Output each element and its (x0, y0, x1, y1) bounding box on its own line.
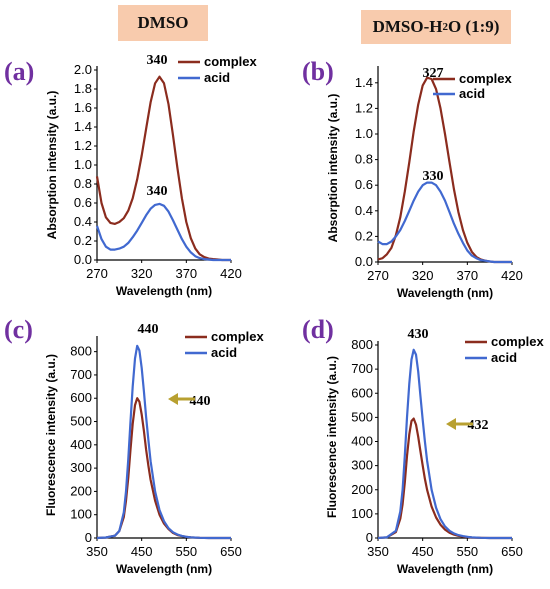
panel-a-x-axis-label: Wavelength (nm) (116, 284, 212, 298)
panel-b-peak-annotation: 330 (423, 169, 444, 184)
panel-c-y-tick-label: 600 (70, 390, 92, 405)
panel-c-x-tick-label: 450 (131, 544, 153, 559)
panel-a-y-tick-label: 1.2 (74, 138, 92, 153)
panel-d-y-tick-label: 300 (351, 458, 373, 473)
panel-c-x-tick-label: 550 (175, 544, 197, 559)
panel-a-series-acid (95, 202, 231, 262)
panel-d-y-tick-label: 0 (366, 530, 373, 545)
panel-b-legend-label-acid: acid (459, 86, 485, 101)
panel-d-x-tick-label: 450 (412, 544, 434, 559)
panel-d-x-tick-label: 650 (501, 544, 523, 559)
panel-c-y-tick-label: 200 (70, 483, 92, 498)
panel-c-arrow-head (168, 393, 178, 405)
panel-c-y-axis-label: Fluorescence intensity (a.u.) (44, 354, 58, 516)
panel-c-legend-label-complex: complex (211, 329, 265, 344)
panel-c-y-tick-label: 800 (70, 344, 92, 359)
panel-c-x-tick-label: 350 (86, 544, 108, 559)
panel-c-y-tick-label: 0 (85, 530, 92, 545)
panel-c-x-tick-label: 650 (220, 544, 242, 559)
panel-d-y-tick-label: 700 (351, 361, 373, 376)
header-dmso-text: DMSO (137, 13, 189, 32)
panel-c-series-acid (96, 344, 231, 540)
panel-d-x-tick-label: 350 (367, 544, 389, 559)
panel-b-x-tick-label: 270 (367, 268, 389, 283)
panel-a-y-tick-label: 0.2 (74, 233, 92, 248)
panel-a-y-tick-label: 0.4 (74, 214, 92, 229)
panel-a-x-tick-label: 270 (86, 266, 108, 281)
panel-b-x-tick-label: 370 (456, 268, 478, 283)
panel-a-y-tick-label: 1.4 (74, 119, 92, 134)
panel-b-y-tick-label: 1.2 (355, 100, 373, 115)
panel-a-y-axis-label: Absorption intensity (a.u.) (45, 91, 59, 240)
panel-b-y-tick-label: 1.0 (355, 126, 373, 141)
panel-c-peak-annotation: 440 (138, 322, 159, 337)
panel-b-x-axis-label: Wavelength (nm) (397, 286, 493, 300)
panel-b-y-tick-label: 0.0 (355, 254, 373, 269)
panel-a-legend-label-complex: complex (204, 54, 258, 69)
panel-d-y-tick-label: 200 (351, 482, 373, 497)
panel-c-legend-label-acid: acid (211, 345, 237, 360)
panel-b-y-tick-label: 0.2 (355, 228, 373, 243)
panel-a-peak-annotation: 340 (147, 53, 168, 68)
header-dmso: DMSO (118, 5, 208, 41)
panel-c-label: (c) (4, 315, 33, 344)
panel-c-y-tick-label: 700 (70, 367, 92, 382)
panel-a-label: (a) (4, 57, 34, 86)
panel-d-legend-label-complex: complex (491, 334, 545, 349)
header-dmso-h2o: DMSO-H 2 O (1:9) (361, 10, 511, 44)
panel-a-x-tick-label: 370 (175, 266, 197, 281)
panel-a-x-tick-label: 320 (131, 266, 153, 281)
panel-a-y-tick-label: 0.8 (74, 176, 92, 191)
panel-b-y-tick-label: 0.6 (355, 177, 373, 192)
panel-c-y-tick-label: 100 (70, 507, 92, 522)
panel-b-y-axis-label: Absorption intensity (a.u.) (326, 94, 340, 243)
panel-b-y-tick-label: 1.4 (355, 75, 373, 90)
panel-c-y-tick-label: 400 (70, 437, 92, 452)
header-dmso-h2o-tail: O (1:9) (447, 17, 500, 36)
panel-a-peak-annotation: 340 (147, 184, 168, 199)
panel-d-y-tick-label: 800 (351, 337, 373, 352)
panel-a-y-tick-label: 1.8 (74, 81, 92, 96)
panel-d-arrow-head (446, 418, 456, 430)
panel-d-peak-annotation: 430 (408, 327, 429, 342)
panel-a-y-tick-label: 0.0 (74, 252, 92, 267)
panel-c-x-axis-label: Wavelength (nm) (116, 562, 212, 576)
panel-b-peak-annotation: 327 (423, 66, 444, 81)
panel-b-x-tick-label: 420 (501, 268, 523, 283)
panel-a-y-tick-label: 2.0 (74, 62, 92, 77)
panel-d-x-tick-label: 550 (456, 544, 478, 559)
panel-a-legend-label-acid: acid (204, 70, 230, 85)
panel-d-peak-annotation: 432 (468, 418, 489, 433)
panel-b-y-tick-label: 0.8 (355, 152, 373, 167)
panel-d-y-tick-label: 100 (351, 506, 373, 521)
panel-b-y-tick-label: 0.4 (355, 203, 373, 218)
panel-b-legend-label-complex: complex (459, 71, 513, 86)
panel-c-y-tick-label: 500 (70, 414, 92, 429)
panel-c-series-complex (96, 397, 231, 540)
panel-b-x-tick-label: 320 (412, 268, 434, 283)
panel-d-y-tick-label: 400 (351, 434, 373, 449)
header-dmso-h2o-sub: 2 (442, 21, 448, 33)
panel-d-x-axis-label: Wavelength (nm) (397, 562, 493, 576)
header-dmso-h2o-main: DMSO-H (372, 17, 443, 36)
panel-c-y-tick-label: 300 (70, 460, 92, 475)
panel-d-label: (d) (302, 315, 334, 344)
panel-d-y-tick-label: 500 (351, 409, 373, 424)
panel-a-y-tick-label: 0.6 (74, 195, 92, 210)
panel-d-y-tick-label: 600 (351, 385, 373, 400)
panel-c-peak-annotation: 440 (190, 394, 211, 409)
panel-a-y-tick-label: 1.0 (74, 157, 92, 172)
panel-d-series-acid (377, 348, 512, 540)
panel-b-label: (b) (302, 57, 334, 86)
panel-d-legend-label-acid: acid (491, 350, 517, 365)
panel-d-y-axis-label: Fluorescence intensity (a.u.) (325, 356, 339, 518)
panel-a-x-tick-label: 420 (220, 266, 242, 281)
panel-b-series-acid (377, 181, 512, 264)
panel-a-series-complex (95, 75, 231, 262)
panel-a-y-tick-label: 1.6 (74, 100, 92, 115)
